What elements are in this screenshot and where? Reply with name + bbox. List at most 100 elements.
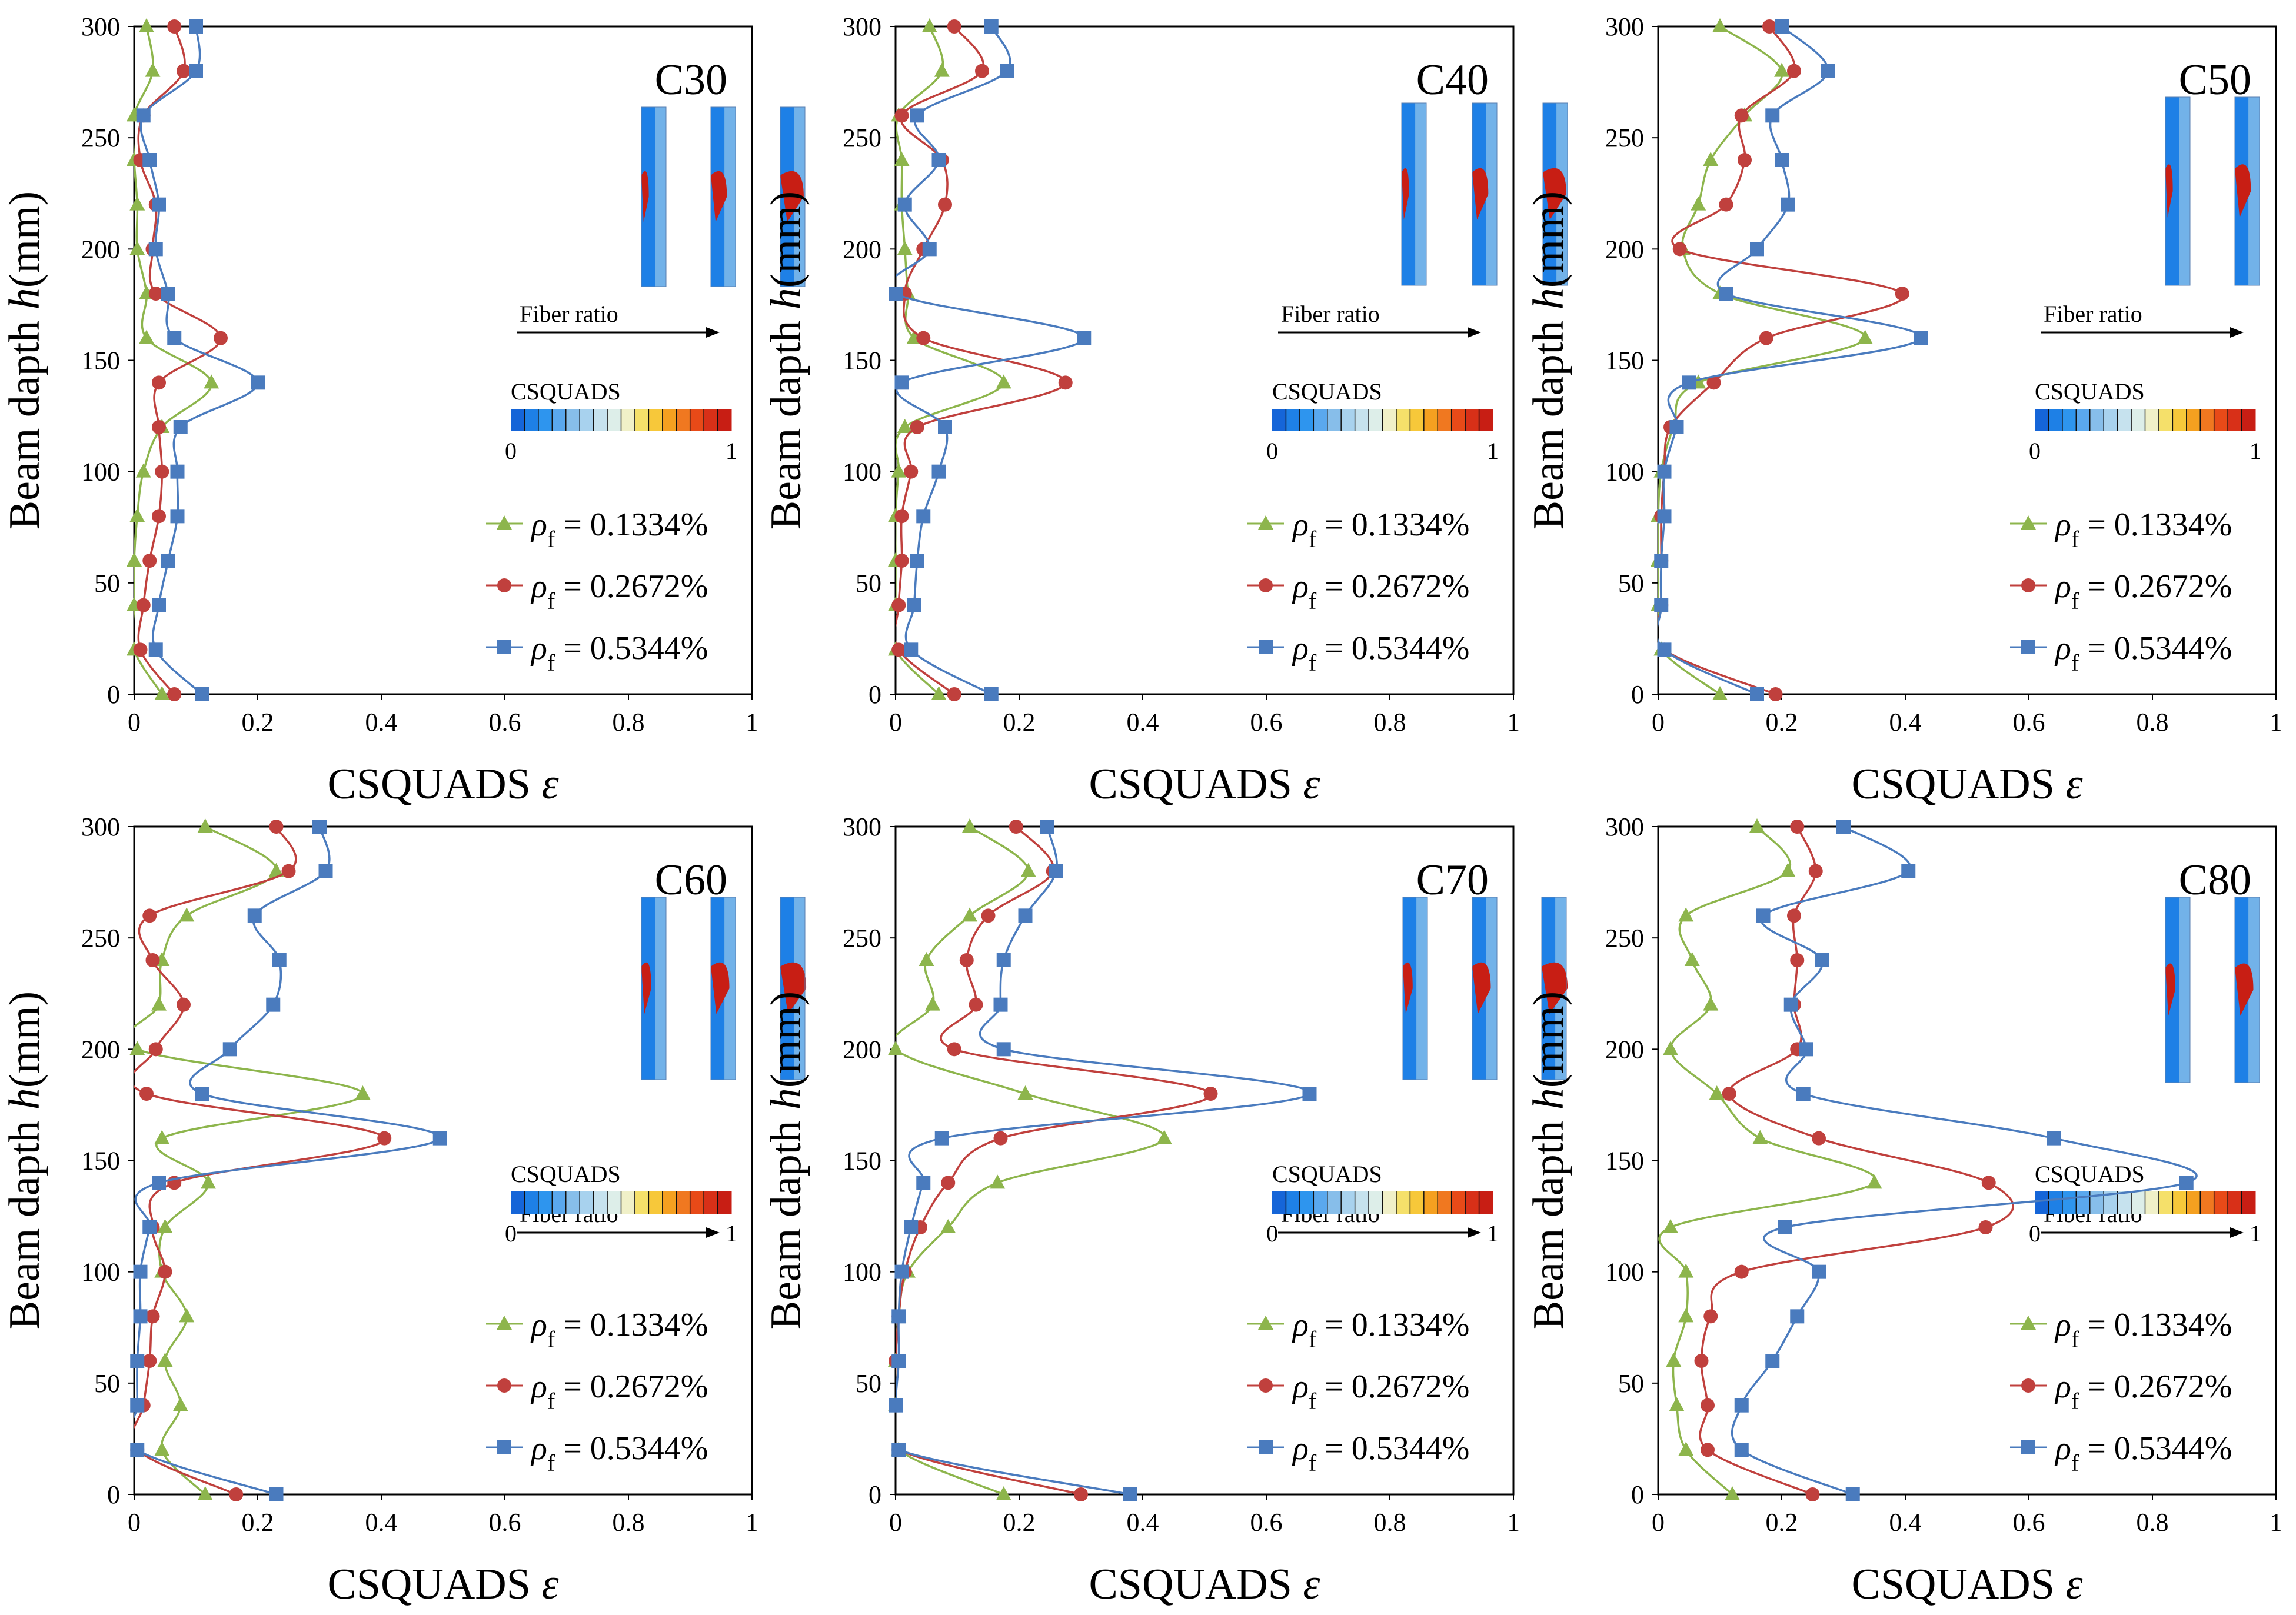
data-point xyxy=(154,1441,170,1456)
series-3 xyxy=(130,820,447,1501)
fiber-ratio-label: Fiber ratio xyxy=(1281,301,1380,327)
data-point xyxy=(142,153,157,167)
legend-symbol: ρ xyxy=(2054,1307,2071,1343)
crack-zone xyxy=(780,171,804,222)
data-point xyxy=(355,1085,371,1100)
data-point xyxy=(130,1354,145,1368)
colorbar-segment xyxy=(2048,409,2063,431)
colorbar-segment xyxy=(2158,409,2173,431)
colorbar-segment xyxy=(1451,409,1466,431)
legend-entry: ρf = 0.1334% xyxy=(530,1307,708,1353)
beam-outline xyxy=(780,106,806,287)
legend-subscript: f xyxy=(1309,650,1317,676)
colorbar-segment xyxy=(2076,1191,2091,1214)
data-point xyxy=(1750,242,1764,257)
colorbar-segment xyxy=(2158,1191,2173,1214)
data-point xyxy=(1759,331,1773,345)
colorbar-segment xyxy=(1465,409,1480,431)
legend-marker xyxy=(2021,1440,2035,1454)
data-point xyxy=(1049,864,1063,878)
colorbar-segment xyxy=(621,1191,635,1214)
y-tick-label: 200 xyxy=(81,1035,120,1064)
data-point xyxy=(981,908,996,923)
beam-gradient xyxy=(2179,97,2190,285)
colorbar-segment xyxy=(580,1191,594,1214)
series-line xyxy=(1658,25,1922,695)
colorbar-segment xyxy=(2089,409,2104,431)
colorbar-segment xyxy=(1423,1191,1438,1214)
beam-gradient xyxy=(655,897,666,1080)
colorbar-segment xyxy=(1286,1191,1300,1214)
series-line xyxy=(134,26,213,695)
colorbar-max-label: 1 xyxy=(1487,1220,1499,1247)
legend-value: = 0.1334% xyxy=(2079,1307,2232,1343)
series-2 xyxy=(1654,19,1909,701)
data-point xyxy=(904,464,919,479)
colorbar-label: CSQUADS xyxy=(1272,1161,1382,1187)
data-point xyxy=(1703,1309,1718,1324)
x-tick-label: 0.8 xyxy=(613,1508,645,1537)
legend-symbol: ρ xyxy=(2054,1430,2071,1467)
y-axis-label: Beam dapth h(mm) xyxy=(762,191,810,530)
legend-symbol: ρ xyxy=(2054,630,2071,667)
chart-panel-c40: 0 0.2 0.4 0.6 0.8 1 0 50 100 150 200 250 300 CSQUADS … xyxy=(762,12,1568,808)
legend-subscript: f xyxy=(547,1388,555,1414)
colorbar-segment xyxy=(1341,1191,1356,1214)
data-point xyxy=(1734,108,1749,123)
data-point xyxy=(189,64,203,78)
colorbar-segment xyxy=(552,409,567,431)
y-tick-label: 50 xyxy=(1618,1369,1644,1398)
data-point xyxy=(904,642,919,657)
data-point xyxy=(990,1174,1006,1189)
data-point xyxy=(938,197,952,212)
data-point xyxy=(1719,197,1733,212)
x-tick-label: 0.6 xyxy=(2013,1508,2045,1537)
data-point xyxy=(889,1398,903,1413)
data-point xyxy=(247,908,262,923)
colorbar-segment xyxy=(1313,1191,1328,1214)
x-axis-label-text: CSQUADS xyxy=(1089,760,1303,808)
colorbar-segment xyxy=(511,1191,525,1214)
colorbar-segment xyxy=(2131,409,2145,431)
legend-value: = 0.5344% xyxy=(555,1430,708,1467)
legend-marker xyxy=(2021,640,2035,654)
beam-gradient xyxy=(2248,897,2260,1083)
y-axis-label-symbol: h xyxy=(1525,288,1573,309)
beam-contour-2 xyxy=(1472,897,1498,1080)
legend-value: = 0.2672% xyxy=(555,568,708,605)
data-point xyxy=(1712,18,1728,32)
y-tick-label: 250 xyxy=(843,924,881,953)
data-point xyxy=(996,1486,1011,1500)
x-tick-label: 0.2 xyxy=(1766,708,1798,737)
beam-gradient xyxy=(1486,897,1497,1080)
data-point xyxy=(1020,863,1036,877)
colorbar-segment xyxy=(2104,409,2118,431)
data-point xyxy=(2047,1131,2061,1146)
data-point xyxy=(1669,420,1684,434)
data-point xyxy=(312,820,327,834)
series-line xyxy=(896,825,1166,1496)
legend-subscript: f xyxy=(2071,1450,2079,1476)
x-axis-label: CSQUADS ε xyxy=(1851,760,2083,808)
data-point xyxy=(142,908,157,923)
x-tick-label: 0 xyxy=(1652,1508,1665,1537)
data-point xyxy=(891,598,906,612)
y-tick-label: 250 xyxy=(1605,124,1644,152)
data-point xyxy=(135,463,151,478)
beam-gradient xyxy=(1415,103,1426,285)
data-point xyxy=(897,419,913,433)
beam-outline xyxy=(1402,897,1428,1080)
crack-zone xyxy=(1472,168,1489,220)
colorbar-segment xyxy=(662,409,677,431)
x-tick-label: 0.8 xyxy=(1374,1508,1406,1537)
legend-marker xyxy=(497,515,512,530)
arrow-head-icon xyxy=(2230,1227,2244,1238)
x-axis-label: CSQUADS ε xyxy=(327,760,559,808)
data-point xyxy=(201,1174,216,1189)
y-axis-label-text: Beam dapth xyxy=(1525,309,1573,530)
legend-value: = 0.1334% xyxy=(555,507,708,543)
crack-zone xyxy=(2165,963,2175,1016)
legend-value: = 0.2672% xyxy=(2079,1368,2232,1405)
data-point xyxy=(139,329,154,344)
x-tick-label: 1 xyxy=(2270,1508,2282,1537)
